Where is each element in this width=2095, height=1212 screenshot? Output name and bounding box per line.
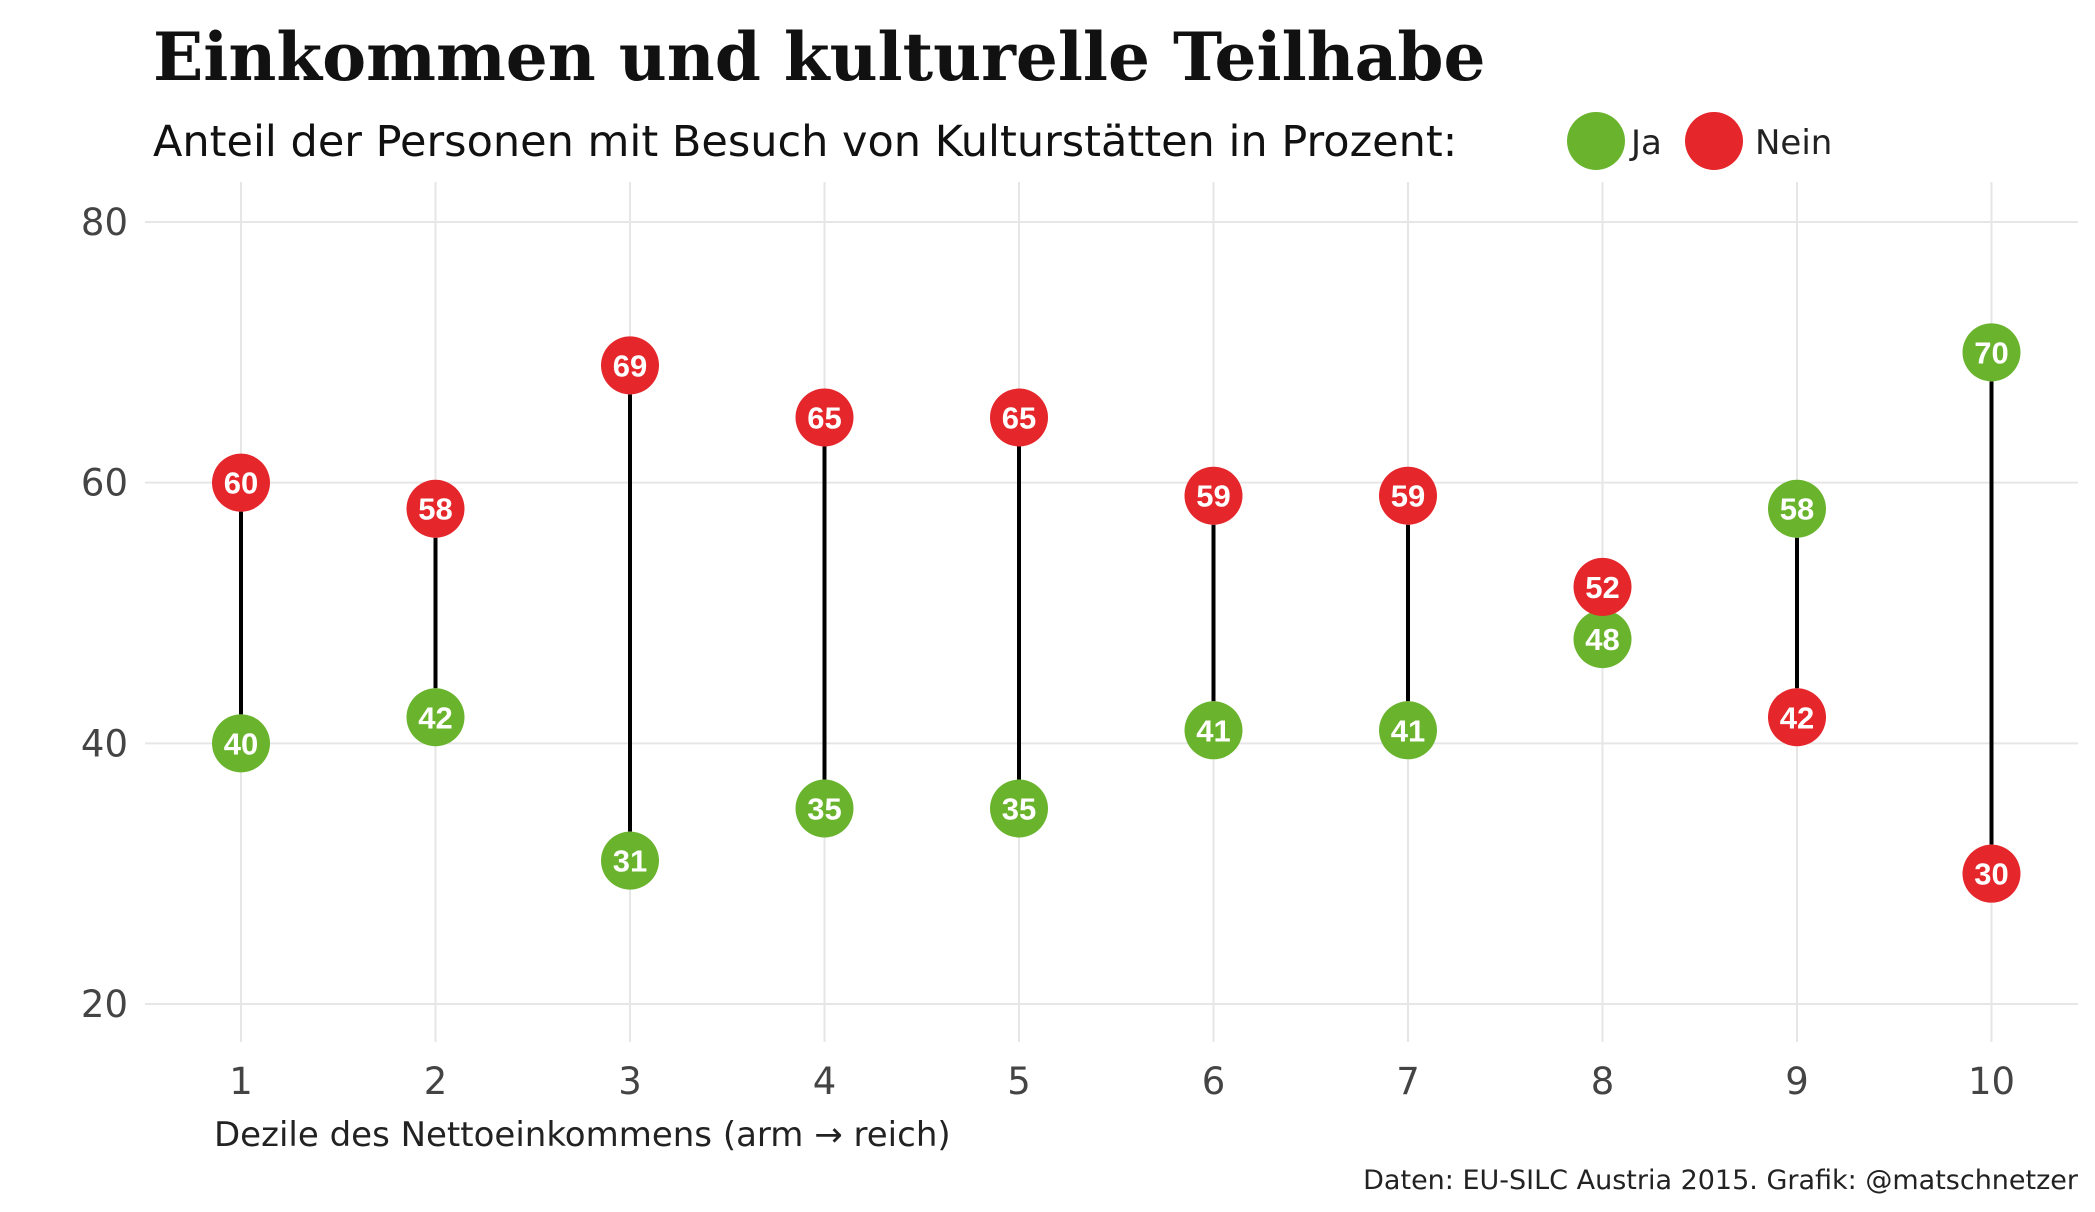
x-tick-label: 6: [1202, 1060, 1226, 1103]
point-label-ja: 35: [1002, 792, 1036, 827]
point-nein: [601, 336, 659, 395]
point-label-nein: 59: [1391, 479, 1425, 514]
point-label-nein: 58: [418, 492, 452, 527]
point-nein: [1573, 557, 1632, 616]
legend-swatch-ja: [1567, 112, 1625, 170]
point-label-ja: 31: [613, 844, 647, 879]
point-ja: [1184, 701, 1243, 760]
point-label-ja: 48: [1585, 622, 1619, 657]
point-label-nein: 30: [1974, 857, 2008, 892]
point-ja: [1962, 323, 2021, 382]
point-ja: [212, 714, 270, 773]
data-points: 40 42 31 35 35 41 41 48 58 70 60 58 69 65 65 59 59 52 42 30: [212, 323, 2021, 903]
point-label-nein: 59: [1196, 479, 1230, 514]
chart-title: Einkommen und kulturelle Teilhabe: [153, 18, 1486, 96]
x-tick-label: 8: [1591, 1060, 1615, 1103]
point-label-ja: 35: [807, 792, 841, 827]
legend-label-nein: Nein: [1755, 123, 1832, 163]
connector-lines: [239, 381, 1994, 845]
point-ja: [601, 831, 659, 890]
x-tick-label: 1: [229, 1060, 253, 1103]
point-label-ja: 41: [1196, 713, 1230, 748]
x-tick-label: 5: [1007, 1060, 1031, 1103]
point-ja: [1768, 479, 1826, 538]
point-nein: [795, 388, 854, 447]
x-tick-label: 10: [1968, 1060, 2015, 1103]
point-label-ja: 42: [418, 700, 452, 735]
point-ja: [406, 688, 465, 747]
point-label-nein: 60: [224, 466, 258, 501]
y-axis-ticks: 20 40 60 80: [81, 201, 128, 1026]
point-ja: [795, 779, 854, 838]
x-tick-label: 4: [813, 1060, 837, 1103]
point-label-ja: 40: [224, 726, 258, 761]
x-tick-label: 7: [1396, 1060, 1420, 1103]
legend-swatch-nein: [1685, 112, 1743, 170]
point-label-nein: 52: [1585, 570, 1619, 605]
point-ja: [1573, 610, 1632, 669]
point-nein: [406, 479, 465, 538]
point-label-nein: 65: [807, 401, 841, 436]
point-label-nein: 65: [1002, 401, 1036, 436]
point-nein: [212, 453, 270, 512]
point-ja: [990, 779, 1048, 838]
x-axis-ticks: 1 2 3 4 5 6 7 8 9 10: [229, 1060, 2015, 1103]
point-ja: [1379, 701, 1437, 760]
point-nein: [1184, 466, 1243, 525]
point-nein: [1962, 844, 2021, 903]
point-label-ja: 58: [1780, 492, 1814, 527]
chart-subtitle: Anteil der Personen mit Besuch von Kultu…: [153, 117, 1457, 167]
chart-caption: Daten: EU-SILC Austria 2015. Grafik: @ma…: [1363, 1165, 2079, 1196]
y-tick-label: 40: [81, 722, 128, 765]
point-nein: [990, 388, 1048, 447]
x-axis-title: Dezile des Nettoeinkommens (arm → reich): [214, 1115, 951, 1155]
legend-label-ja: Ja: [1629, 123, 1662, 163]
point-label-ja: 70: [1974, 335, 2008, 370]
legend: Ja Nein: [1567, 112, 1832, 170]
y-tick-label: 80: [81, 201, 128, 244]
point-nein: [1768, 688, 1826, 747]
x-tick-label: 3: [618, 1060, 642, 1103]
y-tick-label: 60: [81, 462, 128, 505]
point-label-ja: 41: [1391, 713, 1425, 748]
point-label-nein: 42: [1780, 700, 1814, 735]
point-label-nein: 69: [613, 348, 647, 383]
x-tick-label: 9: [1785, 1060, 1809, 1103]
point-nein: [1379, 466, 1437, 525]
y-tick-label: 20: [81, 983, 128, 1026]
x-tick-label: 2: [424, 1060, 448, 1103]
